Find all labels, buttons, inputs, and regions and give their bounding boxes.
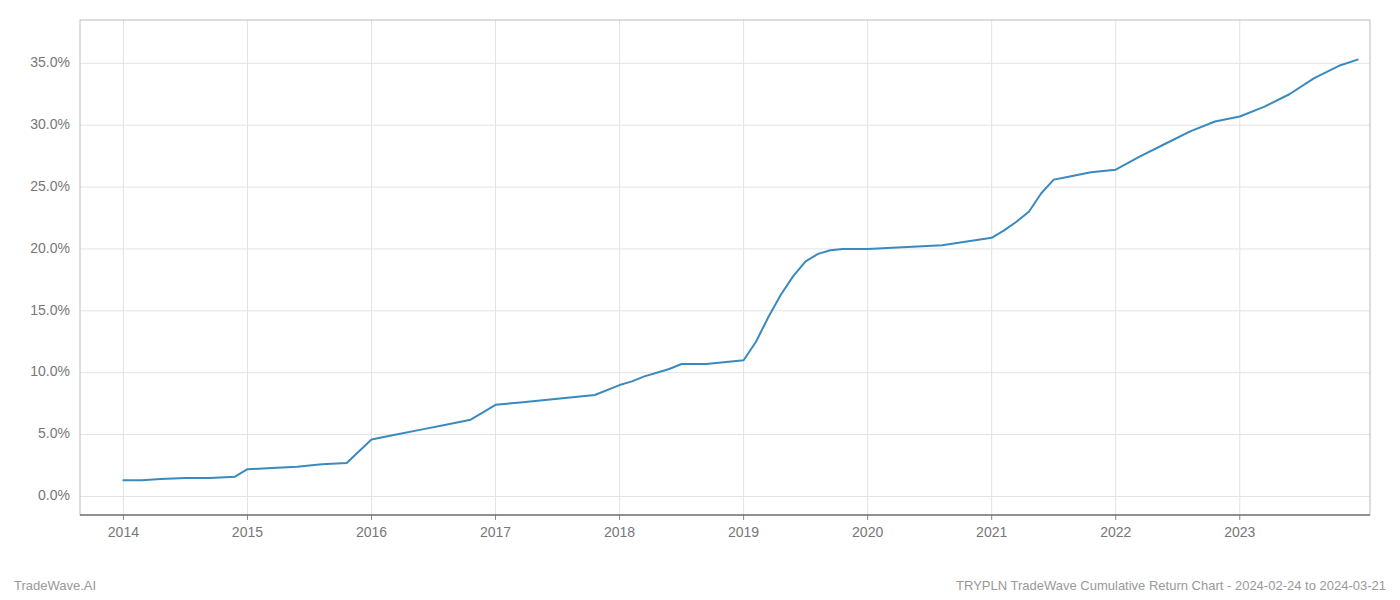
data-layer [123,60,1357,481]
y-grid-line [80,187,1370,188]
x-axis-line [80,515,1370,516]
page: {"chart_data": {"type": "line", "x": [20… [0,0,1400,600]
x-tick-mark [495,515,496,520]
x-tick-mark [123,515,124,520]
annotations: TradeWave.AI TRYPLN TradeWave Cumulative … [14,578,1386,593]
plot-frame [80,20,1370,515]
x-tick-mark [1239,515,1240,520]
y-grid-line [80,372,1370,373]
x-grid-line [743,20,744,515]
x-tick-label: 2019 [728,524,759,540]
y-tick-label: 0.0% [38,487,70,503]
x-grid-line [619,20,620,515]
x-tick-label: 2020 [852,524,883,540]
line [123,60,1357,481]
footer-text: TRYPLN TradeWave Cumulative Return Chart… [956,578,1386,593]
x-tick-label: 2021 [976,524,1007,540]
y-tick-label: 30.0% [30,116,70,132]
x-tick-label: 2018 [604,524,635,540]
x-grid-line [867,20,868,515]
x-grid-line [247,20,248,515]
y-grid-line [80,310,1370,311]
x-tick-mark [991,515,992,520]
x-tick-mark [619,515,620,520]
x-tick-label: 2017 [480,524,511,540]
y-grid-line [80,125,1370,126]
x-grid-line [123,20,124,515]
x-grid-line [991,20,992,515]
x-tick-mark [247,515,248,520]
y-tick-label: 20.0% [30,240,70,256]
y-tick-label: 15.0% [30,302,70,318]
x-tick-mark [867,515,868,520]
x-tick-mark [371,515,372,520]
x-tick-label: 2015 [232,524,263,540]
x-grid-line [1115,20,1116,515]
y-grid-line [80,63,1370,64]
y-tick-label: 35.0% [30,54,70,70]
x-tick-label: 2016 [356,524,387,540]
y-tick-label: 5.0% [38,425,70,441]
y-tick-label: 10.0% [30,363,70,379]
footer-text: TradeWave.AI [14,578,96,593]
grid [80,20,1370,515]
x-tick-mark [1115,515,1116,520]
y-grid-line [80,496,1370,497]
x-tick-label: 2022 [1100,524,1131,540]
x-tick-mark [743,515,744,520]
y-grid-line [80,248,1370,249]
x-tick-label: 2023 [1224,524,1255,540]
x-tick-label: 2014 [108,524,139,540]
y-grid-line [80,434,1370,435]
chart: 0.0% 5.0% 10.0% 15.0% 20.0% 25.0% 30.0% 35.0% 20… [0,0,1400,600]
axes: 0.0% 5.0% 10.0% 15.0% 20.0% 25.0% 30.0% 35.0% 20… [30,20,1370,540]
x-grid-line [1239,20,1240,515]
x-grid-line [495,20,496,515]
y-tick-label: 25.0% [30,178,70,194]
